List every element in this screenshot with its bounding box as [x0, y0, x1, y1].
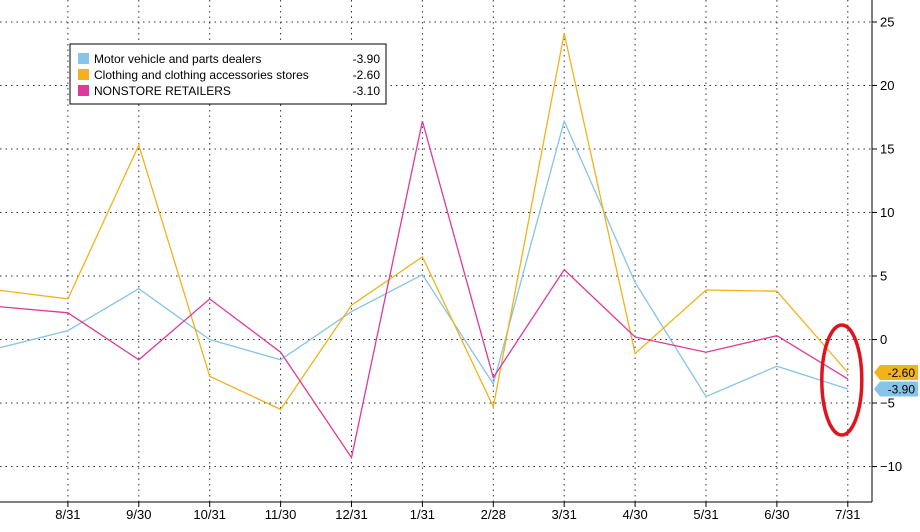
- legend-entry: NONSTORE RETAILERS -3.10: [78, 84, 380, 98]
- legend-entry: Motor vehicle and parts dealers -3.90: [78, 52, 380, 66]
- legend-series-value: -2.60: [353, 68, 381, 82]
- y-tick-label: 10: [880, 205, 894, 220]
- y-axis: 25 20 15 10 5 0 −5 −10: [871, 0, 902, 502]
- legend-series-name: Clothing and clothing accessories stores: [94, 68, 309, 82]
- legend-series-value: -3.10: [353, 84, 381, 98]
- legend-box: [69, 43, 387, 105]
- x-tick-label: 9/30: [126, 507, 151, 522]
- x-tick-label: 11/30: [265, 507, 297, 522]
- x-tick-label: 5/31: [693, 507, 718, 522]
- series-lines: [0, 33, 849, 460]
- end-value-text: -3.90: [888, 383, 916, 397]
- legend-swatch: [78, 53, 89, 64]
- x-tick-label: 12/31: [335, 507, 368, 522]
- x-tick-label: 1/31: [410, 507, 435, 522]
- highlight-ellipse: [820, 323, 864, 437]
- series-line: [0, 33, 849, 411]
- legend-series-value: -3.90: [353, 52, 381, 66]
- end-value-tag-shape: [874, 365, 918, 381]
- legend-swatch: [78, 85, 89, 96]
- y-tick-label: 15: [880, 142, 894, 157]
- y-tick-label: 0: [880, 332, 887, 347]
- end-value-tag: -2.60: [874, 365, 918, 381]
- end-value-tag: -3.90: [874, 381, 918, 397]
- end-labels: -2.60 -3.90: [874, 365, 918, 397]
- y-tick-label: −5: [880, 396, 895, 411]
- series-line: [0, 120, 849, 460]
- x-tick-label: 6/30: [764, 507, 789, 522]
- x-tick-label: 7/31: [835, 507, 860, 522]
- y-tick-label: 20: [880, 78, 894, 93]
- x-axis: 8/31 9/30 10/31 11/30 12/31 1/31 2/28 3/31 4/30 5…: [0, 501, 872, 522]
- x-tick-label: 2/28: [481, 507, 506, 522]
- annotation: [820, 323, 864, 437]
- end-value-tag-shape: [874, 381, 918, 397]
- x-tick-label: 3/31: [552, 507, 577, 522]
- x-tick-label: 10/31: [193, 507, 226, 522]
- end-value-text: -2.60: [888, 366, 916, 380]
- legend-swatch: [78, 69, 89, 80]
- legend-series-name: Motor vehicle and parts dealers: [94, 52, 261, 66]
- x-tick-label: 4/30: [622, 507, 647, 522]
- y-tick-label: 5: [880, 269, 887, 284]
- legend-series-name: NONSTORE RETAILERS: [94, 84, 231, 98]
- y-tick-label: 25: [880, 15, 894, 30]
- series-line: [0, 119, 848, 398]
- legend: Motor vehicle and parts dealers -3.90 Clot…: [69, 43, 387, 105]
- y-tick-label: −10: [880, 459, 902, 474]
- x-tick-label: 8/31: [55, 507, 80, 522]
- legend-entry: Clothing and clothing accessories stores…: [78, 68, 380, 82]
